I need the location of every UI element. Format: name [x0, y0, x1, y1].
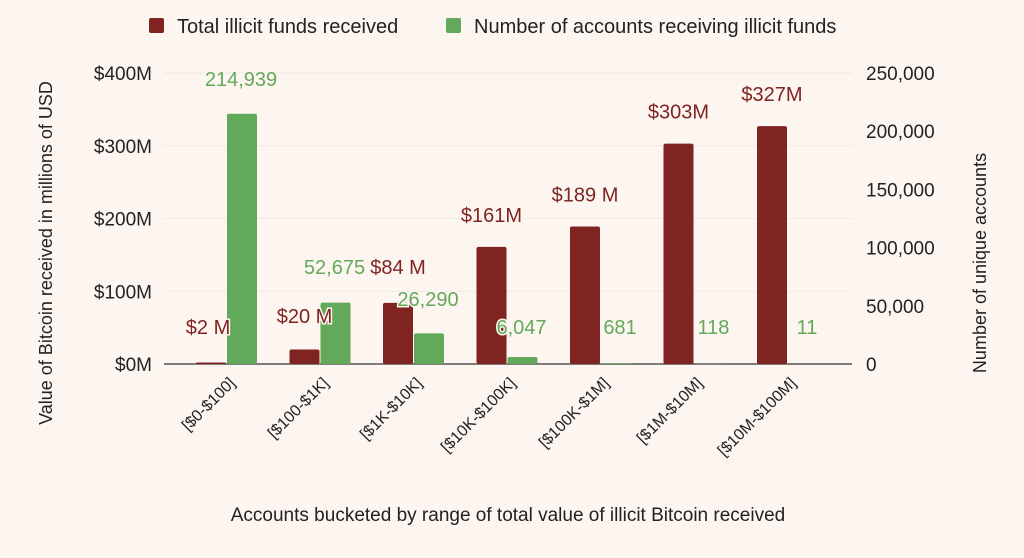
legend-label-accounts: Number of accounts receiving illicit fun…	[474, 16, 836, 38]
bar-illicit-funds	[663, 143, 694, 364]
legend-label-illicit-funds: Total illicit funds received	[177, 16, 398, 38]
data-label-illicit-funds: $20 M	[277, 306, 333, 328]
x-tick-label: [$100-$1K]	[265, 375, 332, 442]
data-label-illicit-funds: $303M	[648, 102, 709, 124]
y2-axis-title: Number of unique accounts	[970, 153, 990, 373]
bar-accounts	[507, 356, 538, 364]
data-label-illicit-funds: $161M	[461, 205, 522, 227]
data-label-accounts: 26,290	[397, 289, 458, 311]
bar-accounts	[414, 333, 444, 364]
data-label-illicit-funds: $327M	[741, 84, 802, 106]
data-label-accounts: 214,939	[205, 69, 277, 91]
x-axis-title: Accounts bucketed by range of total valu…	[231, 505, 785, 526]
data-label-illicit-funds: $189 M	[552, 185, 619, 207]
bar-illicit-funds	[383, 302, 413, 364]
data-label-accounts: 11	[797, 317, 818, 339]
y-tick-label: $100M	[94, 282, 152, 303]
legend-swatch-illicit-funds	[149, 18, 164, 33]
data-label-accounts: 52,675	[304, 257, 365, 279]
y-tick-label: $200M	[94, 210, 152, 231]
x-tick-label: [$10K-$100K]	[438, 375, 519, 456]
bar-illicit-funds	[476, 246, 507, 364]
y2-tick-label: 150,000	[866, 180, 935, 201]
legend-swatch-accounts	[446, 18, 461, 33]
x-tick-label: [$0-$100]	[179, 375, 239, 435]
y2-tick-label: 0	[866, 355, 877, 376]
y2-tick-label: 250,000	[866, 64, 935, 85]
x-tick-label: [$1K-$10K]	[357, 375, 426, 444]
y2-tick-label: 50,000	[866, 297, 924, 318]
bar-illicit-funds	[757, 126, 787, 364]
data-label-accounts: 118	[698, 317, 730, 339]
data-label-illicit-funds: $84 M	[370, 257, 426, 279]
bar-accounts	[601, 363, 631, 364]
x-tick-label: [$100K-$1M]	[536, 375, 613, 452]
bar-illicit-funds	[196, 362, 226, 364]
y-tick-label: $300M	[94, 137, 152, 158]
bar-illicit-funds	[289, 349, 320, 364]
y-tick-label: $0M	[115, 355, 152, 376]
x-tick-label: [$10M-$100M]	[715, 375, 800, 460]
bar-illicit-funds	[570, 226, 600, 364]
x-tick-label: [$1M-$10M]	[634, 375, 706, 447]
data-label-accounts: 6,047	[496, 317, 546, 339]
y2-tick-label: 100,000	[866, 239, 935, 260]
bar-accounts	[227, 113, 257, 364]
data-label-accounts: 681	[603, 317, 636, 339]
y2-tick-label: 200,000	[866, 122, 935, 143]
y-tick-label: $400M	[94, 64, 152, 85]
y-axis-title: Value of Bitcoin received in millions of…	[36, 81, 56, 425]
data-label-illicit-funds: $2 M	[186, 317, 230, 339]
bar-accounts	[320, 302, 351, 364]
